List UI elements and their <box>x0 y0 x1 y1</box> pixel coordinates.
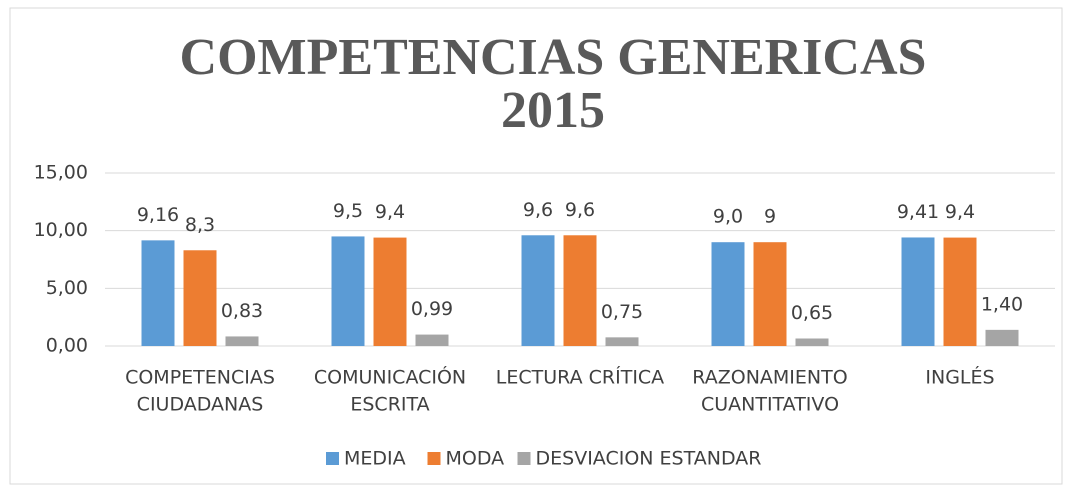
legend-swatch <box>326 452 339 465</box>
x-tick-label: COMPETENCIAS <box>125 367 275 389</box>
bar <box>141 240 175 346</box>
bar <box>415 334 449 346</box>
y-tick-label: 10,00 <box>34 219 88 241</box>
data-label: 0,83 <box>221 300 263 322</box>
data-label: 9,6 <box>523 199 553 221</box>
data-label: 9,16 <box>137 204 179 226</box>
bar <box>943 237 977 346</box>
bar <box>225 336 259 346</box>
data-label: 0,99 <box>411 298 453 320</box>
legend-label: MEDIA <box>344 448 406 470</box>
bar <box>563 235 597 346</box>
legend-label: MODA <box>446 448 505 470</box>
chart-title: COMPETENCIAS GENERICAS <box>180 29 927 86</box>
data-label: 9 <box>764 206 776 228</box>
x-tick-label: ESCRITA <box>350 394 429 416</box>
data-label: 8,3 <box>185 214 215 236</box>
legend-label: DESVIACION ESTANDAR <box>536 448 762 470</box>
bar <box>605 337 639 346</box>
y-tick-label: 5,00 <box>46 277 88 299</box>
bar <box>373 237 407 346</box>
bar <box>985 329 1019 346</box>
bar <box>521 235 555 346</box>
y-tick-label: 15,00 <box>34 162 88 184</box>
bar <box>183 250 217 346</box>
data-label: 9,0 <box>713 206 743 228</box>
x-tick-label: LECTURA CRÍTICA <box>496 366 664 389</box>
data-label: 1,40 <box>981 293 1023 315</box>
data-label: 0,65 <box>791 302 833 324</box>
data-label: 9,4 <box>375 201 405 223</box>
x-tick-label: RAZONAMIENTO <box>692 367 847 389</box>
x-tick-label: COMUNICACIÓN <box>314 365 466 389</box>
bar <box>711 242 745 346</box>
x-tick-label: CUANTITATIVO <box>701 394 839 416</box>
chart-border <box>9 7 1063 485</box>
bar <box>331 236 365 346</box>
data-label: 9,4 <box>945 201 975 223</box>
data-label: 9,6 <box>565 199 595 221</box>
x-tick-label: INGLÉS <box>925 366 994 389</box>
chart-title: 2015 <box>501 82 605 139</box>
data-label: 0,75 <box>601 301 643 323</box>
bar <box>753 242 787 346</box>
legend-swatch <box>517 452 531 465</box>
data-label: 9,41 <box>897 201 939 223</box>
legend-swatch <box>427 452 441 465</box>
x-tick-label: CIUDADANAS <box>137 394 264 416</box>
y-tick-label: 0,00 <box>46 335 88 357</box>
bar <box>795 338 829 346</box>
data-label: 9,5 <box>333 200 363 222</box>
bar <box>901 237 935 346</box>
